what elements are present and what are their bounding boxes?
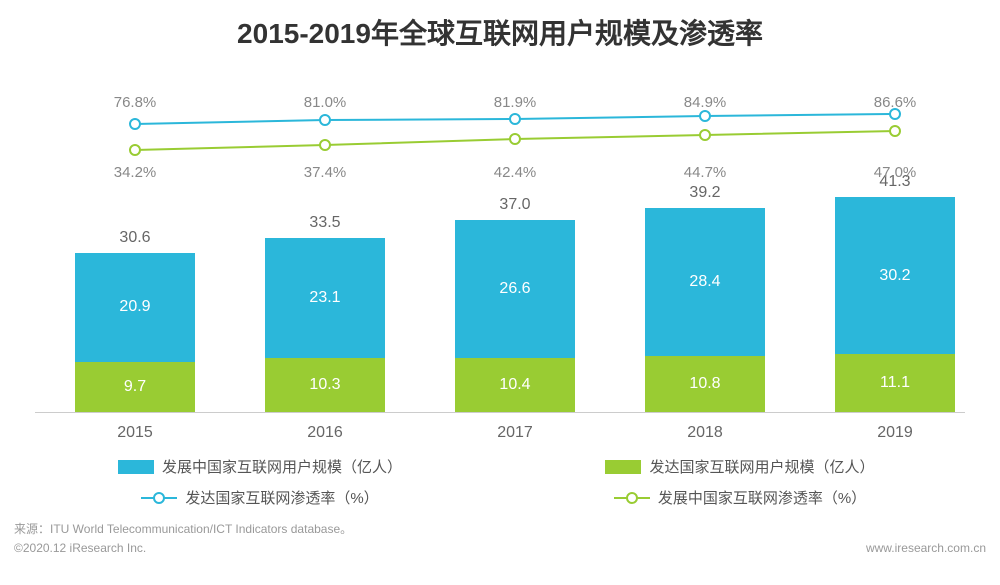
x-axis-label: 2019	[835, 424, 955, 442]
bar-total-label: 37.0	[455, 196, 575, 214]
legend-swatch-bar	[605, 460, 641, 474]
line-value-label: 37.4%	[304, 164, 347, 181]
bar-group: 10.323.133.5	[265, 238, 385, 412]
bar-group: 10.828.439.2	[645, 208, 765, 412]
legend-label: 发达国家互联网用户规模（亿人）	[649, 456, 874, 477]
bar-top-segment: 30.2	[835, 197, 955, 354]
bar-group: 10.426.637.0	[455, 220, 575, 412]
bar-group: 9.720.930.6	[75, 253, 195, 412]
legend-label: 发展中国家互联网用户规模（亿人）	[162, 456, 402, 477]
legend-swatch-line	[141, 491, 177, 505]
chart-title: 2015-2019年全球互联网用户规模及渗透率	[0, 12, 1000, 52]
source-text: 来源：ITU World Telecommunication/ICT Indic…	[14, 520, 352, 537]
x-axis	[35, 412, 965, 413]
site-text: www.iresearch.com.cn	[866, 541, 986, 555]
line-value-label: 81.9%	[494, 94, 537, 111]
line-value-label: 76.8%	[114, 94, 157, 111]
x-axis-label: 2015	[75, 424, 195, 442]
legend-item: 发达国家互联网渗透率（%）	[141, 487, 378, 508]
bar-bottom-segment: 10.3	[265, 358, 385, 412]
legend-swatch-line	[614, 491, 650, 505]
line-value-label: 47.0%	[874, 164, 917, 181]
footer: 来源：ITU World Telecommunication/ICT Indic…	[14, 520, 986, 555]
legend-swatch-bar	[118, 460, 154, 474]
chart-area: 9.720.930.6201510.323.133.5201610.426.63…	[40, 72, 960, 442]
legend-item: 发展中国家互联网用户规模（亿人）	[118, 456, 402, 477]
copyright-text: ©2020.12 iResearch Inc.	[14, 541, 352, 555]
line-value-label: 42.4%	[494, 164, 537, 181]
bar-bottom-segment: 11.1	[835, 354, 955, 412]
x-axis-label: 2018	[645, 424, 765, 442]
line-value-label: 86.6%	[874, 94, 917, 111]
bar-total-label: 39.2	[645, 184, 765, 202]
bar-top-segment: 20.9	[75, 253, 195, 362]
legend-label: 发展中国家互联网渗透率（%）	[658, 487, 866, 508]
legend-item: 发达国家互联网用户规模（亿人）	[605, 456, 874, 477]
bar-top-segment: 28.4	[645, 208, 765, 356]
bar-bottom-segment: 10.8	[645, 356, 765, 412]
line-value-label: 44.7%	[684, 164, 727, 181]
bar-bottom-segment: 10.4	[455, 358, 575, 412]
legend-item: 发展中国家互联网渗透率（%）	[614, 487, 866, 508]
line-value-label: 84.9%	[684, 94, 727, 111]
bar-top-segment: 23.1	[265, 238, 385, 358]
line-value-label: 34.2%	[114, 164, 157, 181]
x-axis-label: 2016	[265, 424, 385, 442]
x-axis-label: 2017	[455, 424, 575, 442]
legend: 发展中国家互联网用户规模（亿人） 发达国家互联网用户规模（亿人） 发达国家互联网渗透…	[40, 456, 960, 508]
bar-total-label: 33.5	[265, 214, 385, 232]
bar-group: 11.130.241.3	[835, 197, 955, 412]
bar-bottom-segment: 9.7	[75, 362, 195, 412]
bar-total-label: 30.6	[75, 229, 195, 247]
line-value-label: 81.0%	[304, 94, 347, 111]
legend-label: 发达国家互联网渗透率（%）	[185, 487, 378, 508]
bar-top-segment: 26.6	[455, 220, 575, 358]
